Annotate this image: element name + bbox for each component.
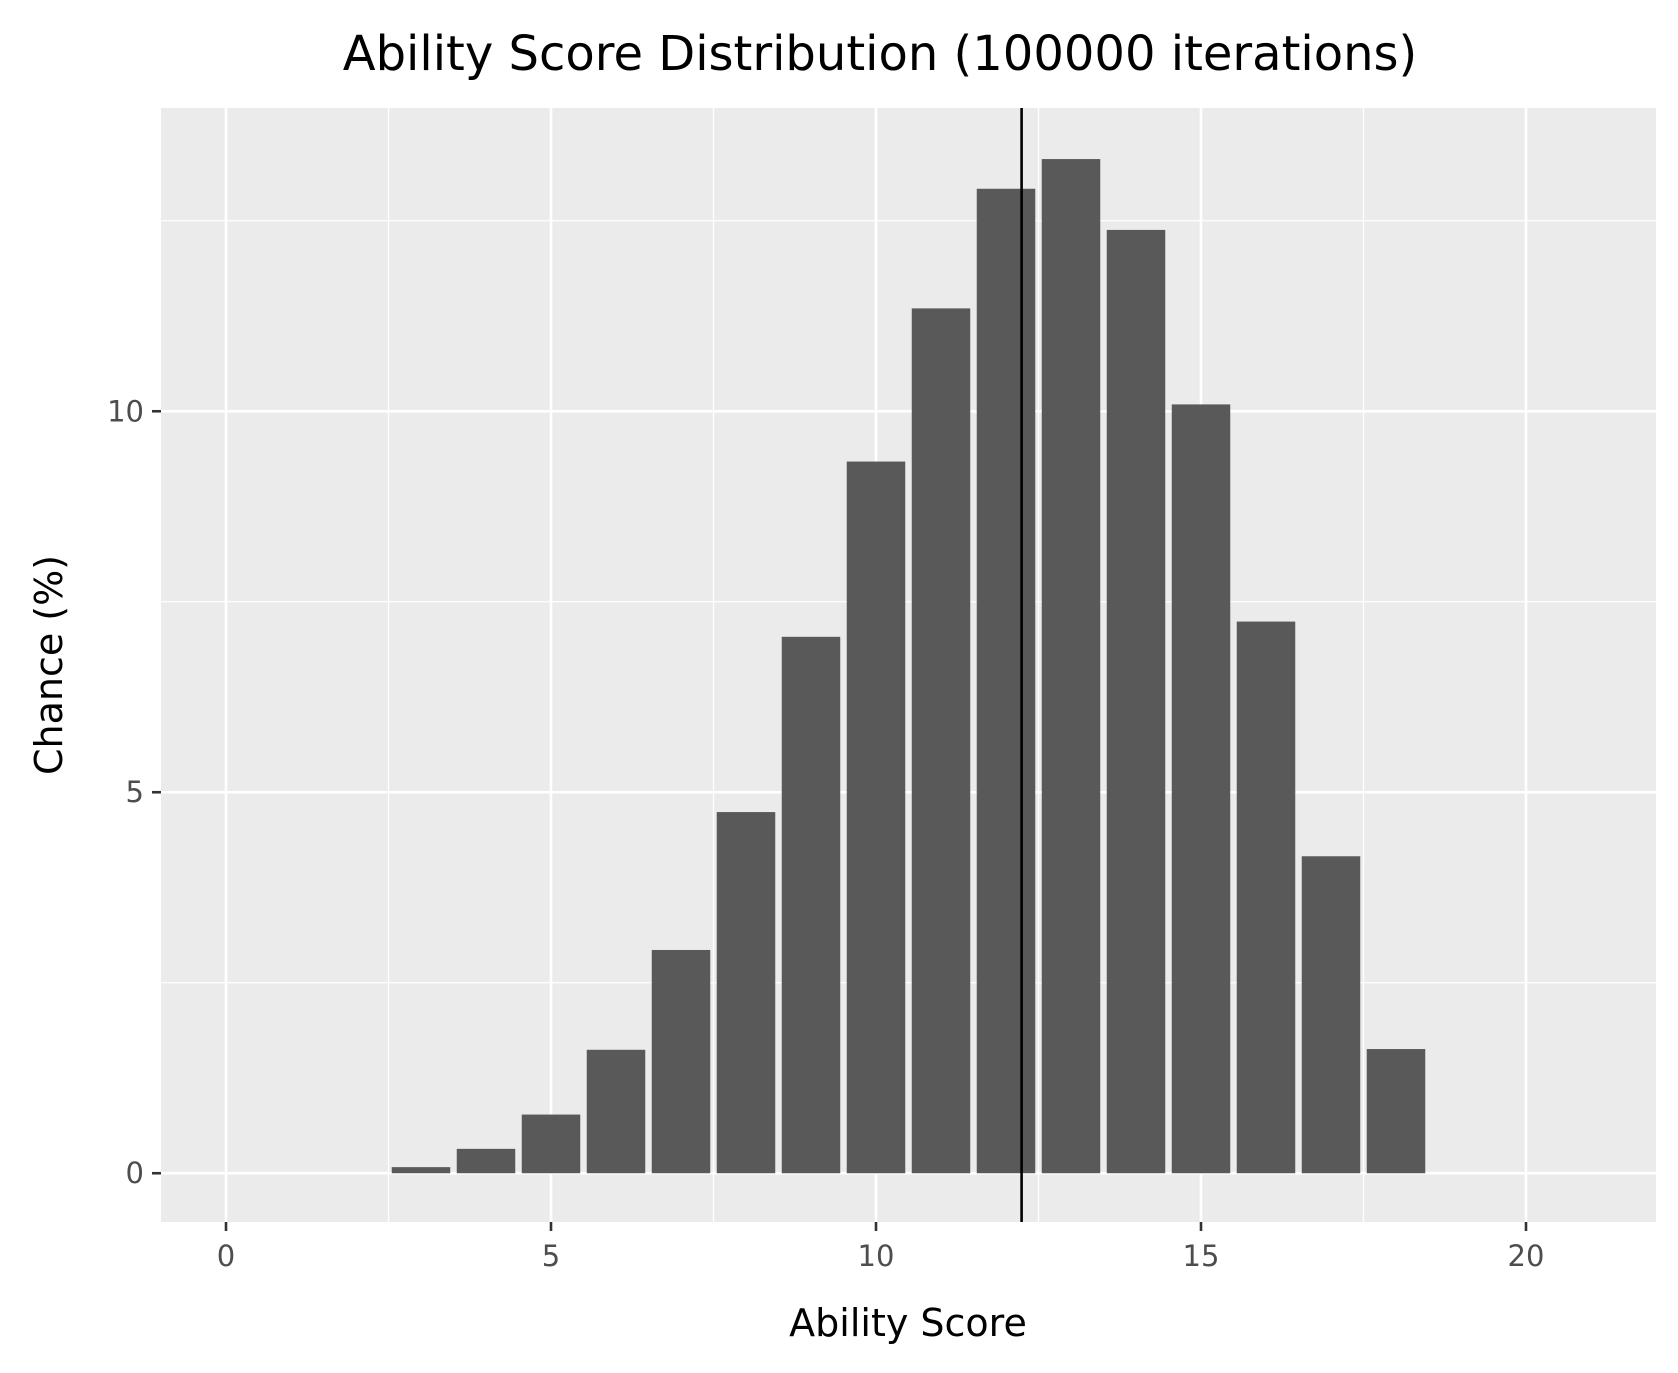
- bar-score-13: [1041, 159, 1101, 1174]
- x-tick-label: 5: [542, 1239, 560, 1273]
- bar-score-9: [781, 636, 841, 1174]
- bars-layer: [391, 159, 1426, 1174]
- y-tick-label: 0: [126, 1156, 144, 1190]
- bar-score-17: [1301, 856, 1361, 1174]
- x-axis: 0 5 10 15 20: [217, 1222, 1545, 1273]
- x-tick-label: 20: [1508, 1239, 1545, 1273]
- bar-score-10: [846, 461, 906, 1174]
- minor-gridlines: [161, 108, 1656, 1222]
- bar-score-3: [391, 1167, 451, 1174]
- bar-score-14: [1106, 229, 1166, 1174]
- bar-score-7: [651, 949, 711, 1174]
- bar-score-4: [456, 1148, 516, 1174]
- bar-score-15: [1171, 404, 1231, 1174]
- y-tick-label: 5: [126, 775, 144, 809]
- x-tick-label: 0: [217, 1239, 235, 1273]
- bar-score-18: [1366, 1049, 1426, 1174]
- x-tick-label: 15: [1183, 1239, 1220, 1273]
- x-axis-title: Ability Score: [789, 1301, 1027, 1345]
- chart-title: Ability Score Distribution (100000 itera…: [343, 26, 1418, 82]
- bar-score-8: [716, 812, 776, 1174]
- y-tick-label: 10: [107, 394, 144, 428]
- bar-score-11: [911, 308, 971, 1174]
- bar-score-16: [1236, 621, 1296, 1174]
- bar-score-12: [976, 188, 1036, 1174]
- bar-score-6: [586, 1049, 646, 1174]
- y-axis-title: Chance (%): [27, 555, 71, 775]
- x-tick-label: 10: [858, 1239, 895, 1273]
- y-axis: 0 5 10: [107, 394, 161, 1190]
- plot-panel: [161, 108, 1656, 1222]
- bar-score-5: [521, 1114, 581, 1174]
